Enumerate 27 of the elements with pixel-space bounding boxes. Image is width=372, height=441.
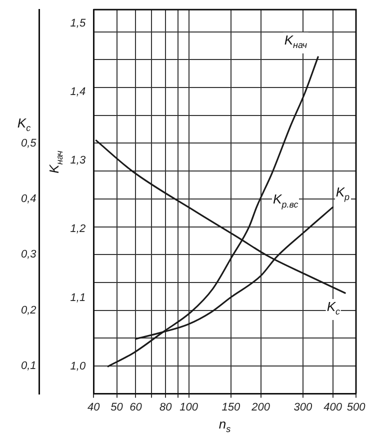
annotation: K$_{р.вс}$ bbox=[272, 191, 300, 212]
x-tick-label: 150 bbox=[222, 401, 241, 414]
y-tick-label: 1,4 bbox=[70, 86, 86, 98]
x-tick-label: 80 bbox=[159, 401, 173, 414]
y2-tick-label: 0,5 bbox=[20, 137, 38, 150]
x-tick-label: 40 bbox=[87, 401, 101, 414]
x-tick-label: 400 bbox=[324, 401, 343, 414]
x-tick-label: 500 bbox=[346, 401, 366, 414]
y-tick-label: 1,0 bbox=[70, 360, 86, 372]
series-label: K$_{c}$ bbox=[326, 299, 342, 320]
y-tick-label: 1,5 bbox=[70, 17, 86, 30]
x-tick-label: 100 bbox=[180, 401, 199, 414]
y2-axis-title: K$_{c}$ bbox=[16, 116, 32, 136]
y2-tick-label: 0,3 bbox=[20, 248, 38, 261]
x-tick-label: 200 bbox=[250, 401, 271, 414]
series-label: K$_{нач}$ bbox=[283, 32, 308, 53]
x-tick-label: 300 bbox=[294, 401, 313, 414]
y-tick-label: 1,1 bbox=[70, 292, 86, 304]
y2-tick-label: 0,2 bbox=[20, 304, 36, 316]
series-label: K$_{р}$ bbox=[334, 184, 350, 206]
x-tick-label: 50 bbox=[110, 401, 124, 414]
y-tick-label: 1,2 bbox=[70, 223, 86, 236]
y-tick-label: 1,3 bbox=[70, 154, 86, 167]
y2-tick-label: 0,4 bbox=[20, 192, 36, 205]
y2-tick-label: 0,1 bbox=[20, 360, 36, 372]
x-axis-title: n$_{s}$ bbox=[218, 416, 232, 437]
x-tick-label: 60 bbox=[130, 401, 143, 414]
